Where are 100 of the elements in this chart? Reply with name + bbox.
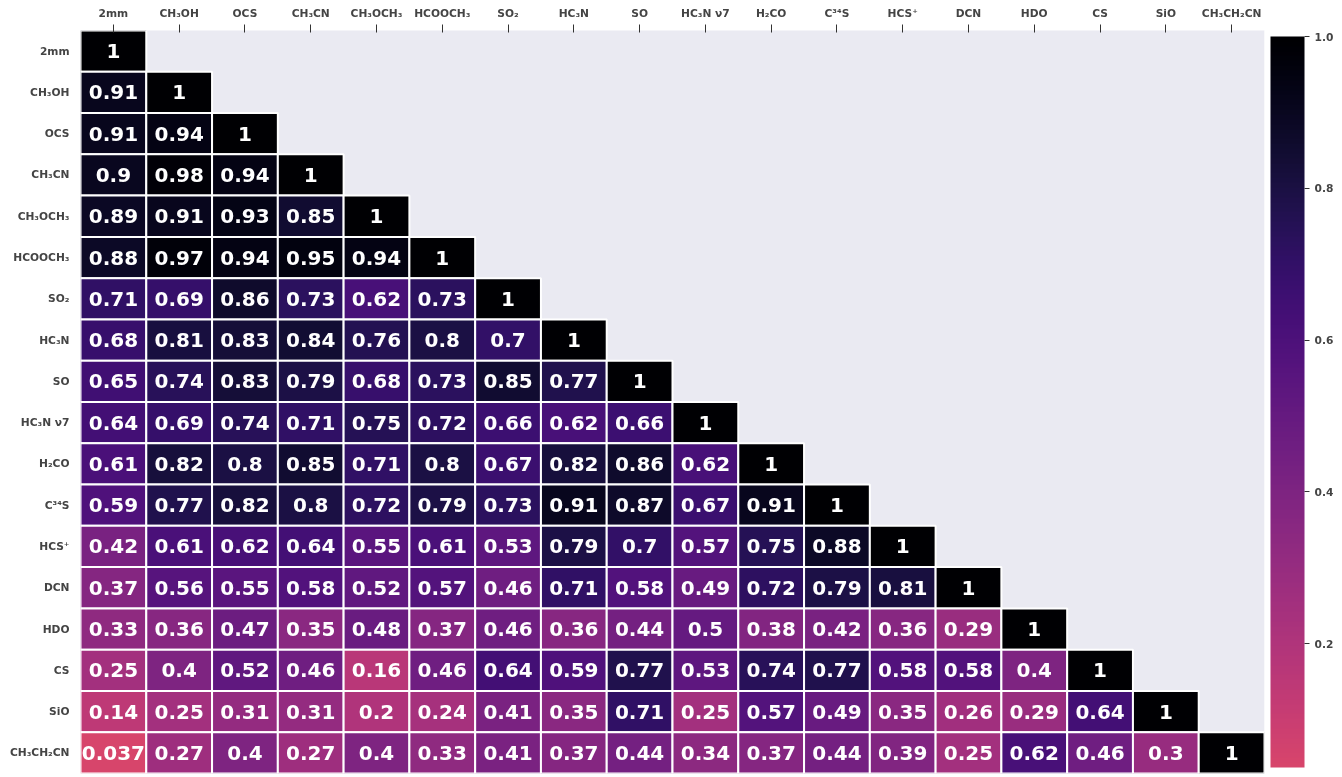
data-label: 0.65 — [88, 369, 139, 394]
data-label: 0.79 — [549, 534, 599, 559]
data-label: 0.31 — [220, 699, 270, 724]
data-label: 0.71 — [351, 451, 402, 476]
data-label: 0.8 — [227, 451, 263, 476]
data-label: 0.84 — [286, 328, 336, 353]
data-label: 0.46 — [1075, 740, 1125, 765]
data-label: 0.74 — [746, 658, 796, 683]
data-label: 0.7 — [490, 328, 526, 353]
data-label: 1 — [764, 451, 779, 476]
y-tick-label: SO — [52, 374, 70, 388]
data-label: 0.35 — [878, 699, 928, 724]
data-label: 0.72 — [417, 410, 467, 435]
y-tick-label: SO₂ — [48, 292, 70, 306]
data-label: 0.52 — [220, 658, 270, 683]
data-label: 0.75 — [351, 410, 402, 435]
data-label: 0.73 — [483, 493, 533, 518]
y-tick-label: C³⁴S — [44, 498, 70, 512]
data-label: 0.37 — [746, 740, 796, 765]
data-label: 0.29 — [1009, 699, 1059, 724]
data-label: 0.85 — [286, 451, 336, 476]
data-label: 0.49 — [812, 699, 862, 724]
data-label: 1 — [632, 369, 647, 394]
data-label: 0.64 — [88, 410, 139, 435]
data-label: 0.31 — [286, 699, 336, 724]
data-label: 0.46 — [483, 575, 533, 600]
data-label: 0.52 — [351, 575, 402, 600]
x-tick-label: SiO — [1155, 6, 1177, 20]
data-label: 0.33 — [88, 617, 139, 642]
color-bar-label: 0.4 — [1314, 485, 1334, 499]
data-label: 0.61 — [154, 534, 204, 559]
data-label: 0.77 — [549, 369, 599, 394]
data-label: 0.44 — [812, 740, 862, 765]
data-label: 0.37 — [88, 575, 139, 600]
data-label: 1 — [1093, 658, 1108, 683]
y-tick-label: CS — [53, 663, 70, 677]
data-label: 0.95 — [286, 245, 336, 270]
data-label: 0.61 — [88, 451, 139, 476]
y-tick-label: OCS — [44, 127, 70, 141]
data-label: 0.71 — [286, 410, 336, 435]
data-label: 0.25 — [154, 699, 204, 724]
data-label: 0.86 — [220, 286, 270, 311]
data-label: 1 — [1224, 740, 1239, 765]
y-tick-label: SiO — [49, 705, 70, 719]
data-label: 0.44 — [614, 617, 665, 642]
data-label: 0.27 — [154, 740, 204, 765]
x-tick-label: CH₃CH₂CN — [1201, 6, 1262, 20]
data-label: 0.79 — [812, 575, 862, 600]
data-label: 0.27 — [286, 740, 336, 765]
x-tick-label: HDO — [1020, 6, 1048, 20]
data-label: 0.2 — [358, 699, 395, 724]
data-label: 0.36 — [549, 617, 599, 642]
x-tick-label: DCN — [955, 6, 982, 20]
data-label: 0.62 — [351, 286, 402, 311]
data-label: 0.36 — [878, 617, 928, 642]
data-label: 0.55 — [220, 575, 270, 600]
data-label: 0.75 — [746, 534, 796, 559]
data-label: 0.85 — [483, 369, 533, 394]
data-label: 0.9 — [95, 162, 132, 187]
data-label: 0.77 — [614, 658, 665, 683]
data-label: 0.62 — [220, 534, 270, 559]
data-label: 0.25 — [680, 699, 731, 724]
data-label: 0.73 — [417, 369, 467, 394]
data-label: 1 — [172, 80, 187, 105]
data-label: 0.62 — [680, 451, 731, 476]
data-label: 0.74 — [220, 410, 270, 435]
data-label: 0.41 — [483, 740, 533, 765]
x-tick-label: SO — [631, 6, 648, 20]
data-label: 1 — [435, 245, 450, 270]
data-label: 0.46 — [483, 617, 533, 642]
data-label: 0.72 — [351, 493, 402, 518]
data-label: 0.59 — [88, 493, 139, 518]
data-label: 1 — [829, 493, 844, 518]
data-label: 0.97 — [154, 245, 204, 270]
x-tick-label: CH₃OH — [159, 6, 199, 20]
data-label: 1 — [698, 410, 713, 435]
data-label: 0.25 — [88, 658, 139, 683]
x-tick-label: 2mm — [98, 6, 129, 20]
data-label: 0.81 — [878, 575, 928, 600]
color-bar-label: 0.8 — [1314, 182, 1334, 196]
data-label: 0.88 — [88, 245, 139, 270]
y-tick-label: CH₃CN — [31, 168, 70, 182]
data-label: 0.69 — [154, 286, 204, 311]
x-tick-label: HCS⁺ — [887, 6, 918, 20]
data-label: 0.35 — [549, 699, 599, 724]
data-label: 0.62 — [1009, 740, 1059, 765]
y-tick-label: HC₃N — [39, 333, 70, 347]
data-label: 0.76 — [351, 328, 402, 353]
data-label: 0.64 — [286, 534, 336, 559]
x-tick-label: HC₃N — [558, 6, 589, 20]
data-label: 1 — [237, 121, 252, 146]
data-label: 0.16 — [351, 658, 402, 683]
data-label: 0.91 — [154, 204, 204, 229]
data-label: 0.77 — [154, 493, 204, 518]
data-label: 0.47 — [220, 617, 270, 642]
data-label: 0.7 — [621, 534, 658, 559]
y-tick-label: DCN — [43, 581, 70, 595]
y-tick-label: CH₃OH — [30, 85, 70, 99]
x-tick-label: CH₃OCH₃ — [350, 6, 403, 20]
x-tick-label: H₂CO — [755, 6, 787, 20]
